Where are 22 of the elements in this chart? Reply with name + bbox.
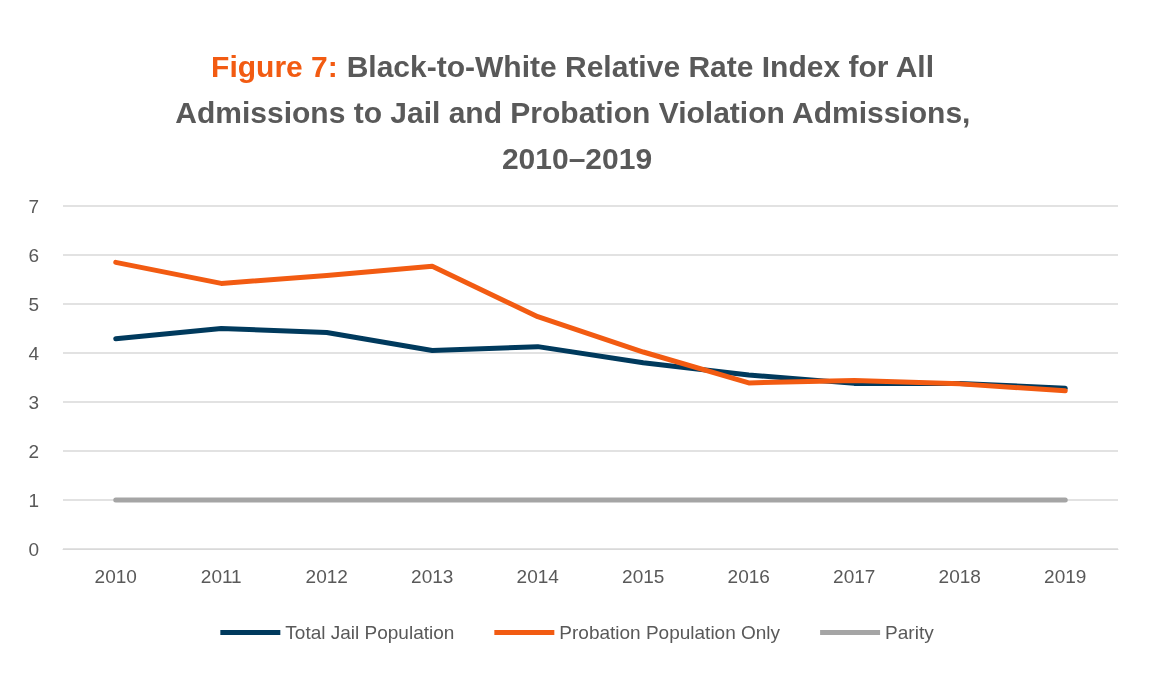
- y-tick-label: 6: [28, 244, 39, 266]
- x-tick-label: 2011: [200, 566, 242, 587]
- y-tick-label: 5: [28, 293, 39, 315]
- x-tick-label: 2014: [516, 566, 560, 587]
- x-tick-label: 2015: [622, 566, 665, 587]
- x-tick-label: 2010: [94, 566, 137, 587]
- x-tick-label: 2017: [833, 566, 876, 587]
- x-tick-label: 2018: [938, 566, 981, 587]
- chart-title: Figure 7: Black-to-White Relative Rate Index for All Admissions to Jail and Probation Violation Admissions, 2010–2019: [175, 49, 979, 175]
- x-tick-label: 2012: [305, 566, 348, 587]
- legend-label: Parity: [885, 622, 935, 643]
- y-tick-label: 0: [28, 538, 39, 560]
- legend-label: Probation Population Only: [559, 622, 781, 643]
- y-tick-label: 7: [28, 195, 39, 217]
- x-tick-label: 2016: [727, 566, 770, 587]
- y-tick-label: 3: [28, 391, 39, 413]
- x-tick-label: 2019: [1044, 566, 1087, 587]
- legend-label: Total Jail Population: [285, 622, 455, 643]
- x-tick-label: 2013: [411, 566, 454, 587]
- y-tick-label: 4: [28, 342, 40, 364]
- y-tick-label: 2: [28, 440, 39, 462]
- y-tick-label: 1: [28, 489, 39, 511]
